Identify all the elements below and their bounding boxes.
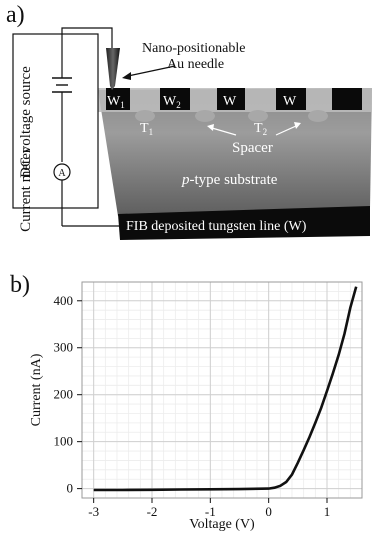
x-tick-label: 1: [324, 504, 331, 519]
needle-label-line2: Au needle: [167, 57, 224, 72]
tungsten-line-bar: [118, 206, 370, 240]
current-meter-label: Current meter: [18, 148, 34, 232]
spacer-arrow-right: [275, 125, 297, 136]
y-tick-label: 0: [67, 481, 74, 496]
needle-pointer-arrowhead: [122, 72, 131, 80]
electrode-label-w3: W: [223, 94, 237, 109]
x-tick-label: -2: [147, 504, 158, 519]
transistor-label-t1: T1: [140, 121, 153, 137]
x-tick-label: -3: [88, 504, 99, 519]
spacer-shape-2: [195, 110, 215, 122]
needle-wire: [61, 27, 113, 60]
ammeter-letter: A: [58, 168, 66, 179]
x-tick-label: 0: [265, 504, 272, 519]
electrode-label-w1: W1: [107, 94, 125, 110]
electrode-label-w2: W2: [163, 94, 181, 110]
y-tick-label: 100: [54, 434, 74, 449]
electrode-w5: [332, 88, 362, 110]
substrate-block: [98, 88, 372, 216]
y-tick-label: 400: [54, 293, 74, 308]
y-tick-label: 200: [54, 387, 74, 402]
plot-frame: [81, 281, 363, 499]
schematic-figure: DC voltage source Current meter A Nano-p…: [12, 27, 372, 240]
series-line: [93, 286, 358, 492]
transistor-label-t2: T2: [254, 121, 267, 137]
y-axis-label: Current (nA): [29, 353, 44, 426]
y-tick-label: 300: [54, 340, 74, 355]
panel-a: a): [0, 0, 375, 250]
grid-layer: [81, 281, 363, 499]
voltage-source-label: DC voltage source: [18, 66, 34, 178]
substrate-label: p-type substrate: [181, 172, 278, 188]
spacer-arrow-left: [211, 127, 237, 136]
spacer-shape-4: [308, 110, 328, 122]
circuit-box: [12, 33, 99, 209]
iv-chart: -3 -2 -1 0 1 0 100 200 300 400 Voltage (V) Curren…: [29, 281, 363, 532]
needle-pointer-line: [127, 65, 176, 77]
electrode-w3: [217, 88, 245, 110]
electrode-w4: [276, 88, 306, 110]
tungsten-line-label: FIB deposited tungsten line (W): [126, 219, 307, 234]
x-axis-label: Voltage (V): [189, 517, 255, 532]
tick-label-layer: -3 -2 -1 0 1 0 100 200 300 400: [54, 293, 331, 519]
panel-a-label: a): [6, 2, 25, 28]
electrode-w2: [160, 88, 190, 110]
electrode-w1: [106, 88, 130, 110]
spacer-shape-3: [248, 110, 268, 122]
au-needle: [106, 48, 120, 90]
x-tick-label: -1: [205, 504, 216, 519]
spacer-label: Spacer: [232, 140, 273, 156]
panel-b-label: b): [10, 272, 30, 298]
spacer-shape-1: [135, 110, 155, 122]
electrode-label-w4: W: [283, 94, 297, 109]
needle-label-line1: Nano-positionable: [142, 41, 245, 56]
